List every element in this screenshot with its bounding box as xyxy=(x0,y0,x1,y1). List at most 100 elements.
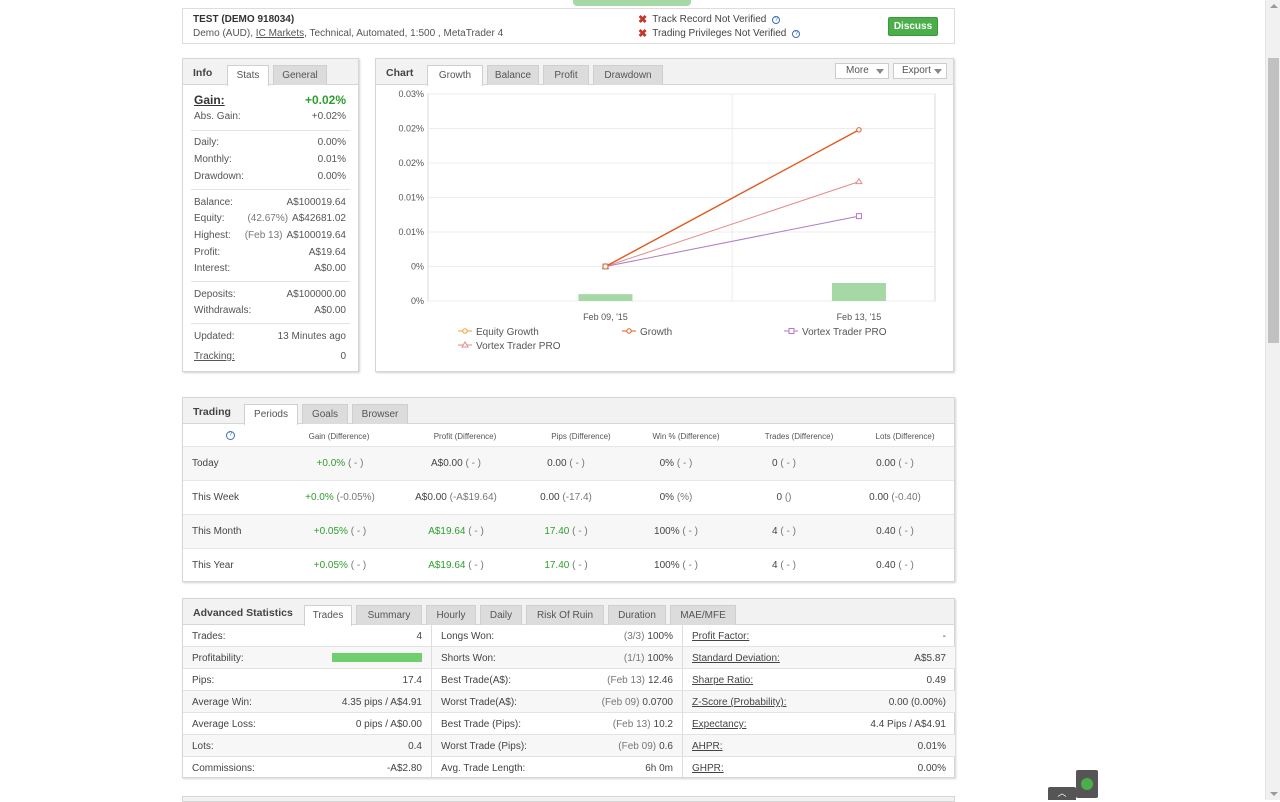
stat-label[interactable]: GHPR: xyxy=(692,763,724,774)
tab-mae-mfe[interactable]: MAE/MFE xyxy=(670,605,736,625)
stat-value: 4.35 pips / A$4.91 xyxy=(341,697,422,708)
profit-value: A$19.64 xyxy=(308,247,346,258)
more-button[interactable]: More xyxy=(835,63,889,79)
export-label: Export xyxy=(902,65,931,76)
scroll-top-button[interactable]: ︿ xyxy=(1048,787,1076,800)
monthly-label: Monthly: xyxy=(194,154,232,165)
tab-balance[interactable]: Balance xyxy=(487,65,539,85)
header-gain: Gain (Difference) xyxy=(308,432,370,441)
help-icon[interactable]: ? xyxy=(792,29,801,38)
table-row: This Month +0.05% ( - ) A$19.64 ( - ) 17.40… xyxy=(183,514,954,548)
stat-label[interactable]: Profit Factor: xyxy=(692,631,750,642)
win-value: 100% xyxy=(654,560,680,571)
help-icon[interactable]: ? xyxy=(226,431,235,440)
stat-note: (Feb 09) xyxy=(618,741,657,752)
stat-label: Average Loss: xyxy=(192,719,256,730)
header-profit: Profit (Difference) xyxy=(433,432,497,441)
lots-value: 0.00 xyxy=(869,492,889,503)
discuss-button[interactable]: Discuss xyxy=(888,17,938,36)
trading-title: Trading xyxy=(193,406,231,418)
broker-link[interactable]: IC Markets xyxy=(255,28,305,39)
tab-summary[interactable]: Summary xyxy=(356,605,422,625)
balance-value: A$100019.64 xyxy=(286,197,346,208)
tracking-label[interactable]: Tracking: xyxy=(194,351,235,362)
stat-label: Shorts Won: xyxy=(441,653,496,664)
stat-label[interactable]: AHPR: xyxy=(692,741,723,752)
profit-label: Profit: xyxy=(194,247,221,258)
cell-pips: 0.00 (-17.4) xyxy=(501,492,631,503)
tab-browser[interactable]: Browser xyxy=(352,404,408,424)
stat-label[interactable]: Standard Deviation: xyxy=(692,653,780,664)
help-icon[interactable]: ? xyxy=(772,15,781,24)
tab-hourly[interactable]: Hourly xyxy=(426,605,476,625)
y-tick-label: 0.02% xyxy=(398,158,424,168)
scrollbar[interactable] xyxy=(1265,0,1280,800)
stat-value: 0.00% xyxy=(917,763,946,774)
tab-stats[interactable]: Stats xyxy=(227,65,269,86)
stat-row: Sharpe Ratio: 0.49 xyxy=(683,669,955,691)
chat-button[interactable] xyxy=(1076,770,1098,798)
tab-periods[interactable]: Periods xyxy=(244,404,298,425)
profit-difference: ( - ) xyxy=(468,526,484,537)
stat-row: GHPR: 0.00% xyxy=(683,757,955,779)
stat-row: Worst Trade(A$): (Feb 09) 0.0700 xyxy=(432,691,682,713)
table-row: This Week +0.0% (-0.05%) A$0.00 (-A$19.64)… xyxy=(183,480,954,514)
stat-label[interactable]: Sharpe Ratio: xyxy=(692,675,754,686)
stat-row: Standard Deviation: A$5.87 xyxy=(683,647,955,669)
stat-row: Profit Factor: - xyxy=(683,625,955,647)
stat-label: Avg. Trade Length: xyxy=(441,763,526,774)
table-row: This Year +0.05% ( - ) A$19.64 ( - ) 17.40 … xyxy=(183,548,954,582)
advanced-column-2: Longs Won: (3/3) 100% Shorts Won: (1/1) 100% B… xyxy=(432,625,682,779)
stat-value: 0 pips / A$0.00 xyxy=(355,719,422,730)
tab-risk-of-ruin[interactable]: Risk Of Ruin xyxy=(526,605,604,625)
stat-label[interactable]: Z-Score (Probability): xyxy=(692,697,787,708)
gain-value: +0.05% xyxy=(313,560,348,571)
account-header: TEST (DEMO 918034) Demo (AUD), IC Market… xyxy=(182,8,955,44)
top-tab[interactable] xyxy=(573,0,691,6)
next-panel xyxy=(182,796,955,802)
volume-bar xyxy=(831,282,886,301)
stat-label: Commissions: xyxy=(192,763,255,774)
gain-label[interactable]: Gain: xyxy=(194,93,225,107)
profit-difference: ( - ) xyxy=(468,560,484,571)
tab-duration[interactable]: Duration xyxy=(608,605,666,625)
stat-row: Longs Won: (3/3) 100% xyxy=(432,625,682,647)
trades-value: 4 xyxy=(772,560,778,571)
chevron-down-icon xyxy=(876,69,884,74)
scroll-down-icon[interactable] xyxy=(1270,792,1278,796)
stat-label[interactable]: Expectancy: xyxy=(692,719,747,730)
tab-growth[interactable]: Growth xyxy=(427,65,483,86)
advanced-title: Advanced Statistics xyxy=(193,607,293,619)
stat-row: Average Win: 4.35 pips / A$4.91 xyxy=(183,691,431,713)
advanced-column-1: Trades: 4 Profitability: Pips: 17.4 Average W… xyxy=(183,625,431,779)
tab-profit[interactable]: Profit xyxy=(543,65,589,85)
tab-goals[interactable]: Goals xyxy=(302,404,348,424)
tab-trades[interactable]: Trades xyxy=(304,605,352,626)
lots-value: 0.40 xyxy=(876,526,896,537)
legend-marker xyxy=(461,341,469,348)
stat-row: Z-Score (Probability): 0.00 (0.00%) xyxy=(683,691,955,713)
header-lots: Lots (Difference) xyxy=(875,432,935,441)
tab-info[interactable]: Info xyxy=(193,67,213,79)
stat-value: 17.4 xyxy=(402,675,422,686)
tab-daily[interactable]: Daily xyxy=(480,605,522,625)
profit-value: A$0.00 xyxy=(415,492,447,503)
cell-win: 0% ( - ) xyxy=(611,458,741,469)
chat-icon xyxy=(1081,778,1093,790)
tab-general[interactable]: General xyxy=(273,65,327,85)
stat-row: Pips: 17.4 xyxy=(183,669,431,691)
highest-note: (Feb 13) xyxy=(244,230,283,241)
equity-label: Equity: xyxy=(194,213,225,224)
lots-difference: ( - ) xyxy=(898,526,914,537)
scrollbar-thumb[interactable] xyxy=(1268,58,1279,343)
gain-value: +0.02% xyxy=(304,93,346,107)
scroll-up-icon[interactable] xyxy=(1270,4,1278,8)
tab-drawdown[interactable]: Drawdown xyxy=(593,65,663,85)
cell-pips: 17.40 ( - ) xyxy=(501,526,631,537)
y-tick-label: 0% xyxy=(411,296,424,306)
cell-profit: A$19.64 ( - ) xyxy=(391,560,521,571)
cell-gain: +0.05% ( - ) xyxy=(275,526,405,537)
legend-marker xyxy=(462,328,468,334)
export-button[interactable]: Export xyxy=(893,63,947,79)
deposits-label: Deposits: xyxy=(194,289,236,300)
